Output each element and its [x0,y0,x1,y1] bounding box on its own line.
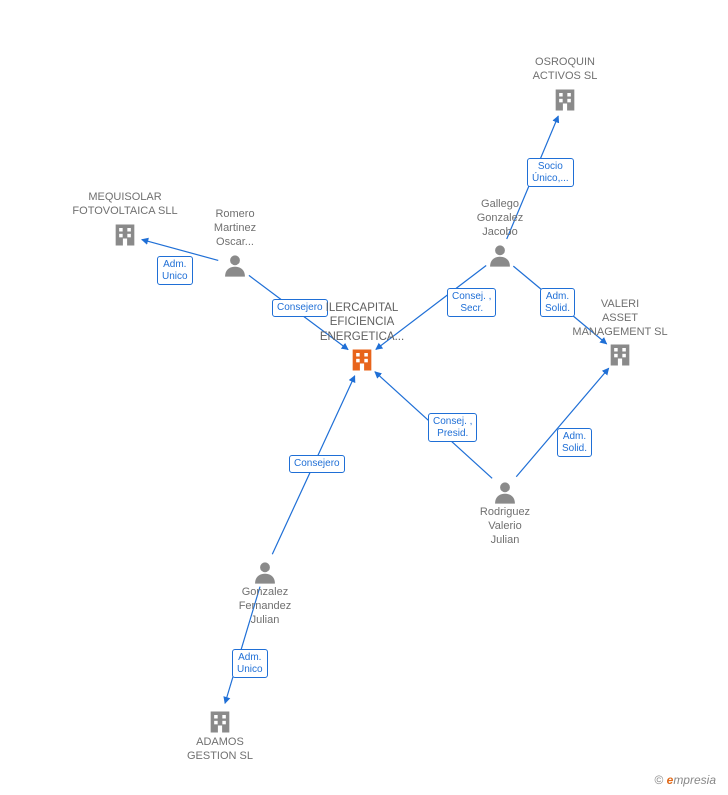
edge-label: Consej. , Presid. [428,413,477,442]
building-icon [206,708,234,736]
person-icon [491,478,519,506]
building-icon [111,221,139,249]
edge-label: Consejero [289,455,345,473]
node-label: MEQUISOLAR FOTOVOLTAICA SLL [55,191,195,219]
node-label: Gallego Gonzalez Jacobo [430,198,570,239]
node-label: OSROQUIN ACTIVOS SL [495,56,635,84]
person-node: Gonzalez Fernandez Julian [195,556,335,627]
edge-label: Adm. Solid. [557,428,592,457]
person-node: Gallego Gonzalez Jacobo [430,198,570,269]
company-node: MEQUISOLAR FOTOVOLTAICA SLL [55,191,195,249]
edge [225,587,260,704]
brand: empresia [667,773,716,787]
edge-label: Adm. Unico [232,649,268,678]
node-label: Gonzalez Fernandez Julian [195,586,335,627]
building-icon [606,341,634,369]
node-label: Romero Martinez Oscar... [165,208,305,249]
edges-layer [0,0,728,795]
node-label: ADAMOS GESTION SL [150,736,290,764]
edge-label: Socio Único,... [527,158,574,187]
edge-label: Consej. , Secr. [447,288,496,317]
copyright: © empresia [654,773,716,787]
company-node: OSROQUIN ACTIVOS SL [495,56,635,114]
edge-label: Adm. Solid. [540,288,575,317]
edge-label: Consejero [272,299,328,317]
person-icon [221,251,249,279]
diagram-canvas: © empresia Adm. Unico Consejero Consej. , … [0,0,728,795]
node-label: Rodriguez Valerio Julian [435,506,575,547]
building-icon [551,86,579,114]
copyright-symbol: © [654,773,663,787]
person-icon [251,558,279,586]
person-node: Rodriguez Valerio Julian [435,476,575,547]
edge-label: Adm. Unico [157,256,193,285]
company-node: ADAMOS GESTION SL [150,706,290,764]
building-icon [348,346,376,374]
edge [516,368,608,477]
person-icon [486,241,514,269]
